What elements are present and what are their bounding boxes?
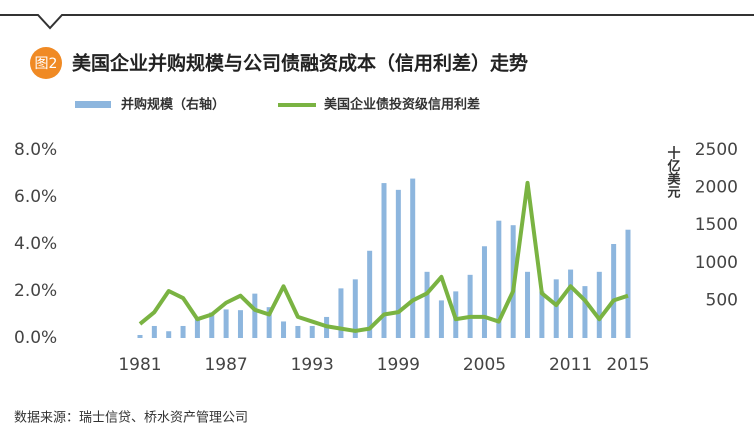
y-tick-label: 4.0% <box>14 234 57 254</box>
bar <box>223 309 229 338</box>
bar <box>266 307 272 338</box>
bar <box>252 293 258 338</box>
bar <box>582 286 588 338</box>
y-tick-label: 2.0% <box>14 281 57 301</box>
bar <box>237 310 243 338</box>
bar <box>381 183 387 338</box>
line <box>138 180 629 333</box>
x-tick-label: 2005 <box>463 355 506 375</box>
bar <box>553 279 559 338</box>
bar <box>338 288 344 338</box>
header-rule <box>0 14 754 30</box>
source: 数据来源：瑞士信贷、桥水资产管理公司 <box>14 411 248 426</box>
bar <box>481 246 487 338</box>
y2-tick-label: 2000 <box>695 178 738 198</box>
badge <box>30 47 62 79</box>
y-tick-label: 6.0% <box>14 187 57 207</box>
bar <box>410 178 416 338</box>
bar <box>568 269 574 338</box>
bar <box>395 189 401 338</box>
bar <box>424 271 430 338</box>
legend-label: 并购规模（右轴） <box>121 97 225 113</box>
bar <box>194 316 200 338</box>
bar <box>166 331 172 338</box>
y2-tick-label: 500 <box>706 290 738 310</box>
bar <box>611 244 617 338</box>
x-tick-label: 1981 <box>118 355 161 375</box>
x-tick-label: 1999 <box>377 355 420 375</box>
bar <box>625 229 631 338</box>
bar <box>137 334 143 338</box>
y-tick-label: 0.0% <box>14 328 57 348</box>
x-tick-label: 1987 <box>204 355 247 375</box>
bar <box>367 250 373 338</box>
legend-label: 美国企业债投资级信用利差 <box>324 97 480 113</box>
bar <box>467 274 473 338</box>
bar <box>209 312 215 338</box>
bar <box>295 325 301 338</box>
bar <box>539 291 545 338</box>
badge-text: 图2 <box>35 56 58 72</box>
y2-tick-label: 1500 <box>695 215 738 235</box>
y2-tick-label: 2500 <box>695 140 738 160</box>
y2-tick-label: 1000 <box>695 253 738 273</box>
x-tick-label: 2011 <box>549 355 592 375</box>
bar <box>525 271 531 338</box>
legend-swatch <box>75 101 111 108</box>
bar <box>151 325 157 338</box>
x-tick-label: 1993 <box>291 355 334 375</box>
bar <box>309 325 315 338</box>
bar <box>180 325 186 338</box>
bar <box>438 300 444 338</box>
y-tick-label: 8.0% <box>14 140 57 160</box>
x-tick-label: 2015 <box>606 355 649 375</box>
bar <box>496 220 502 338</box>
bar <box>281 321 287 338</box>
bar <box>596 271 602 338</box>
chart-title: 美国企业并购规模与公司债融资成本（信用利差）走势 <box>72 52 528 75</box>
bar <box>352 279 358 338</box>
y2-axis-label: 十亿美元 <box>665 145 681 199</box>
